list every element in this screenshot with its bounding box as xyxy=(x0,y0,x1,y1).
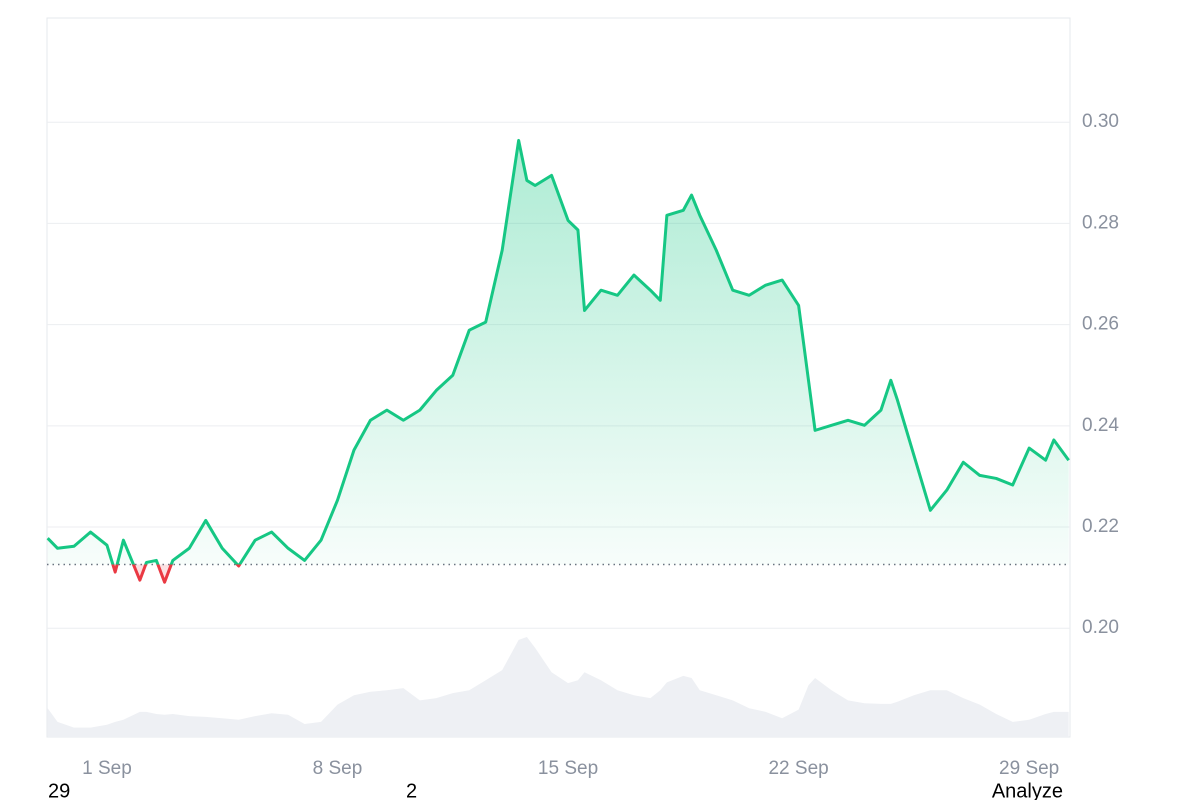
y-tick-label: 0.22 xyxy=(1082,516,1119,537)
y-tick-label: 0.30 xyxy=(1082,111,1119,132)
y-tick-label: 0.24 xyxy=(1082,415,1119,436)
y-tick-label: 0.28 xyxy=(1082,212,1119,233)
x-tick-label: 15 Sep xyxy=(538,758,598,779)
y-tick-label: 0.26 xyxy=(1082,314,1119,335)
x-tick-label: 29 Sep xyxy=(999,758,1059,779)
footer-label: Analyze xyxy=(992,780,1063,800)
x-tick-label: 1 Sep xyxy=(82,758,132,779)
volume-area xyxy=(47,637,1069,737)
x-tick-label: 22 Sep xyxy=(768,758,828,779)
footer-label: 29 xyxy=(48,780,70,800)
price-line xyxy=(46,138,1070,565)
footer-label: 2 xyxy=(406,780,417,800)
area-above xyxy=(47,140,1069,565)
y-tick-label: 0.20 xyxy=(1082,617,1119,638)
x-tick-label: 8 Sep xyxy=(313,758,363,779)
